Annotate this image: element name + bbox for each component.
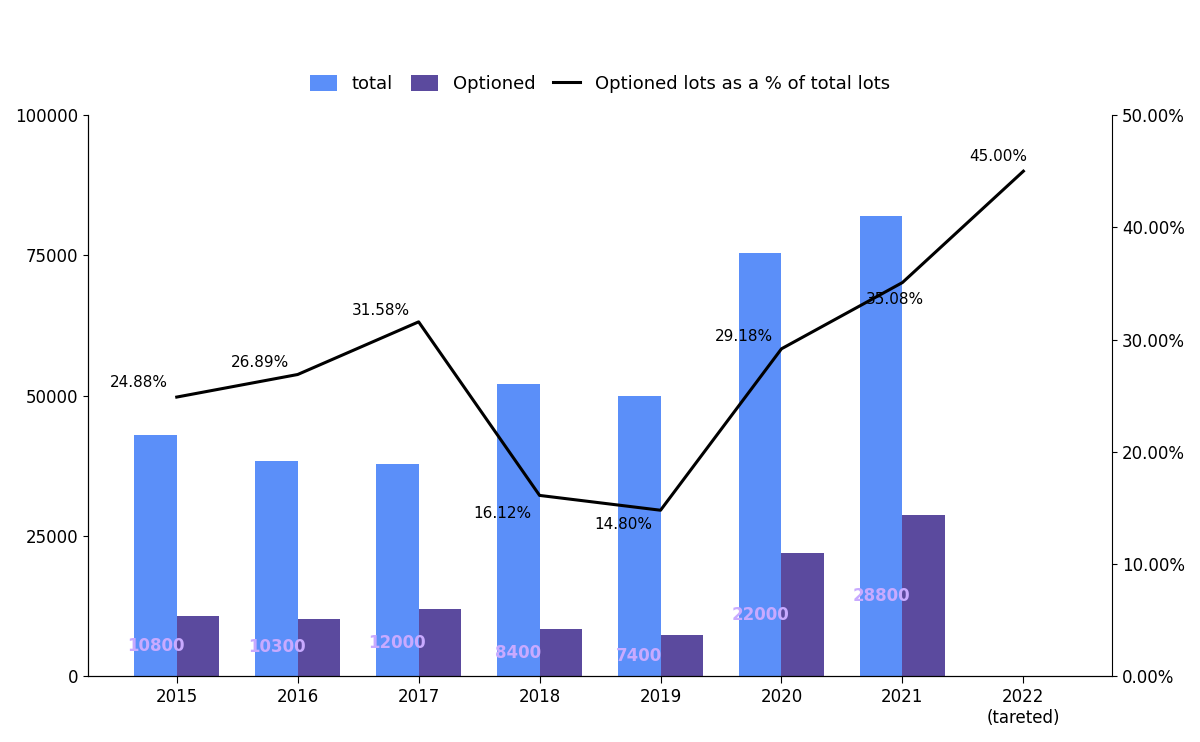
- Bar: [540, 629, 582, 677]
- Text: 22000: 22000: [732, 605, 790, 623]
- Bar: [134, 435, 176, 677]
- Bar: [781, 553, 824, 677]
- Bar: [497, 384, 540, 677]
- Bar: [660, 635, 703, 677]
- Text: 26.89%: 26.89%: [232, 355, 289, 370]
- Optioned lots as a % of total lots: [895, 278, 910, 287]
- Text: 12000: 12000: [368, 634, 426, 651]
- Text: 35.08%: 35.08%: [866, 292, 924, 307]
- Bar: [176, 616, 220, 677]
- Optioned lots as a % of total lots: [1016, 167, 1031, 176]
- Text: 24.88%: 24.88%: [110, 375, 168, 390]
- Bar: [419, 609, 461, 677]
- Bar: [739, 253, 781, 677]
- Bar: [618, 395, 660, 677]
- Text: 29.18%: 29.18%: [715, 329, 773, 344]
- Optioned lots as a % of total lots: [290, 370, 305, 379]
- Text: 45.00%: 45.00%: [968, 149, 1027, 164]
- Text: 7400: 7400: [617, 646, 662, 665]
- Optioned lots as a % of total lots: [533, 491, 547, 500]
- Bar: [298, 619, 340, 677]
- Text: 31.58%: 31.58%: [352, 303, 410, 318]
- Text: 16.12%: 16.12%: [473, 506, 532, 521]
- Bar: [377, 464, 419, 677]
- Bar: [256, 462, 298, 677]
- Bar: [902, 515, 944, 677]
- Optioned lots as a % of total lots: [653, 506, 667, 515]
- Text: 10300: 10300: [247, 638, 305, 657]
- Text: 28800: 28800: [852, 587, 910, 605]
- Text: 14.80%: 14.80%: [594, 517, 652, 532]
- Optioned lots as a % of total lots: [412, 318, 426, 326]
- Line: Optioned lots as a % of total lots: Optioned lots as a % of total lots: [176, 171, 1024, 510]
- Legend: total, Optioned, Optioned lots as a % of total lots: total, Optioned, Optioned lots as a % of…: [302, 68, 898, 101]
- Text: 8400: 8400: [496, 644, 541, 662]
- Bar: [860, 216, 902, 677]
- Optioned lots as a % of total lots: [774, 344, 788, 353]
- Optioned lots as a % of total lots: [169, 393, 184, 401]
- Text: 10800: 10800: [127, 637, 185, 655]
